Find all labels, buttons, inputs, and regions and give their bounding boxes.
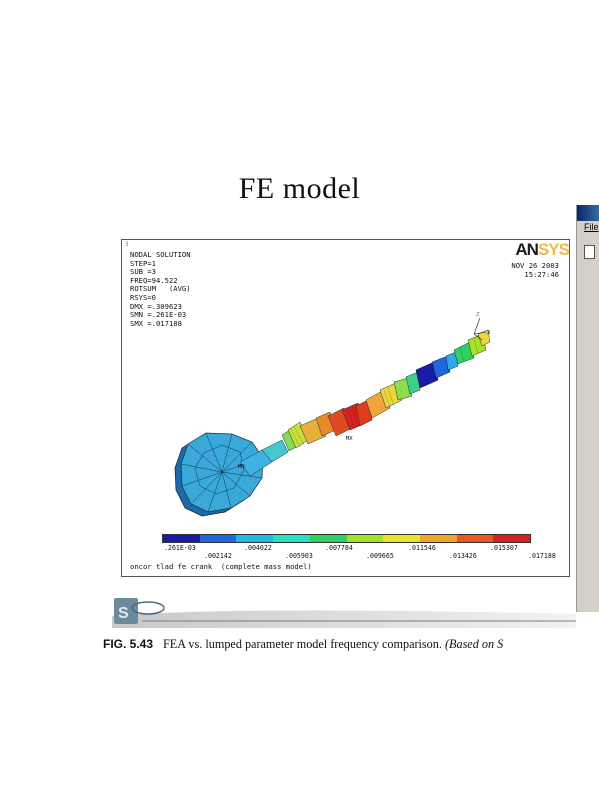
- info-line: DMX =.309623: [130, 301, 182, 311]
- sae-logo-banner: S: [112, 594, 576, 628]
- time-text: 15:27:46: [524, 269, 559, 279]
- info-line: SMN =.261E-03: [130, 310, 187, 320]
- legend-tick-top: .004022: [244, 544, 272, 552]
- crankshaft-fe-model: MN MX Z X: [174, 312, 491, 517]
- axis-triad: [473, 317, 487, 341]
- contour-legend-bar: [162, 534, 531, 543]
- legend-swatch: [419, 535, 457, 542]
- figure-caption: FIG. 5.43 FEA vs. lumped parameter model …: [103, 637, 599, 652]
- figure-label: FIG. 5.43: [103, 637, 154, 651]
- legend-tick-top: .007784: [325, 544, 353, 552]
- legend-tick-bottom: .005903: [285, 552, 313, 560]
- info-line: RSYS=0: [130, 292, 156, 302]
- svg-text:S: S: [118, 605, 129, 622]
- legend-swatch: [493, 535, 531, 542]
- legend-tick-top: .015307: [490, 544, 518, 552]
- legend-tick-top: .261E-03: [164, 544, 196, 552]
- flywheel: [174, 432, 264, 517]
- legend-tick-bottom: .009665: [366, 552, 394, 560]
- info-line: NODAL SOLUTION: [130, 250, 191, 259]
- legend-swatch: [309, 535, 347, 542]
- node-label-max: MX: [346, 436, 353, 442]
- legend-tick-bottom: .013426: [449, 552, 477, 560]
- date-text: NOV 26 2003: [511, 261, 559, 270]
- slide-title: FE model: [238, 172, 361, 205]
- figure-caption-text: FEA vs. lumped parameter model frequency…: [163, 637, 442, 651]
- nodal-solution-info: NODAL SOLUTION STEP=1 SUB =3 FREQ=94.522…: [130, 250, 191, 328]
- window-number: 3: [125, 241, 129, 248]
- legend-swatch: [199, 535, 237, 542]
- ansys-result-panel: 3 NODAL SOLUTION STEP=1 SUB =3 FREQ=94.5…: [121, 239, 570, 577]
- menu-file[interactable]: File: [584, 222, 599, 232]
- info-line: FREQ=94.522: [130, 275, 178, 285]
- partial-app-window: File: [576, 205, 599, 612]
- axis-label-z: Z: [476, 312, 480, 318]
- ansys-logo: ANSYS: [515, 240, 570, 259]
- legend-tick-bottom: .002142: [204, 552, 232, 560]
- legend-tick-top: .011546: [408, 544, 436, 552]
- model-caption: oncor tlad fe crank (complete mass model…: [130, 562, 312, 571]
- legend-swatch: [346, 535, 384, 542]
- node-label-min: MN: [238, 464, 245, 470]
- legend-swatch: [383, 535, 420, 542]
- legend-swatch: [456, 535, 494, 542]
- legend-swatch: [236, 535, 274, 542]
- window-titlebar: [577, 205, 599, 221]
- info-line: ROTSUM (AVG): [130, 284, 191, 294]
- timestamp: NOV 26 2003 15:27:46: [511, 261, 559, 279]
- info-line: SMX =.017188: [130, 318, 182, 328]
- legend-tick-bottom: .017188: [528, 552, 556, 560]
- legend-swatch: [163, 535, 200, 542]
- info-line: STEP=1: [130, 258, 156, 268]
- axis-label-x: X: [487, 330, 491, 336]
- info-line: SUB =3: [130, 267, 156, 277]
- figure-source: (Based on S: [444, 637, 504, 651]
- window-control[interactable]: [584, 245, 595, 259]
- legend-swatch: [273, 535, 310, 542]
